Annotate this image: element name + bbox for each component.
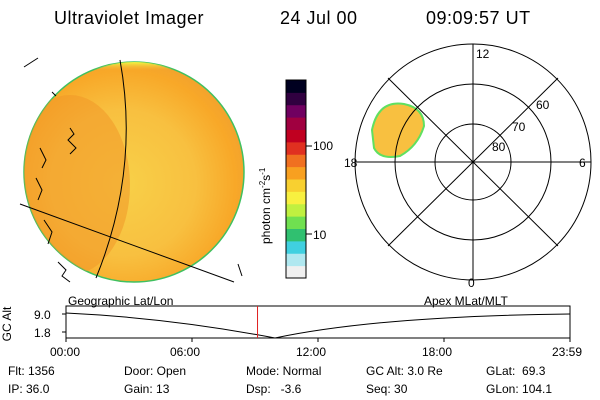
colorbar-tick-10: 10 xyxy=(313,228,327,242)
auroral-oval-patch xyxy=(370,102,426,158)
colorbar-segment xyxy=(286,253,306,267)
coastline xyxy=(23,57,243,283)
lat-label-80: 80 xyxy=(492,140,506,154)
mlt-label-0: 0 xyxy=(468,276,475,290)
colorbar-segment xyxy=(286,265,306,279)
time-tick-0600: 06:00 xyxy=(170,345,201,359)
sequence-number: Seq: 30 xyxy=(366,382,408,396)
geo-latitude: GLat: 69.3 xyxy=(486,364,546,378)
polar-diag-2 xyxy=(387,77,559,247)
flight-number: Flt: 1356 xyxy=(8,364,55,378)
latitude-line xyxy=(19,203,235,283)
ip-value: IP: 36.0 xyxy=(8,382,50,396)
colorbar-segment xyxy=(286,191,306,205)
observation-time: 09:09:57 UT xyxy=(426,8,531,28)
gain-value: Gain: 13 xyxy=(124,382,170,396)
time-tick-1800: 18:00 xyxy=(422,345,453,359)
colorbar-segment xyxy=(286,216,306,229)
geo-longitude: GLon: 104.1 xyxy=(486,382,553,396)
time-tick-1200: 12:00 xyxy=(296,345,327,359)
time-tick-2359: 23:59 xyxy=(552,345,583,359)
mlt-label-6: 6 xyxy=(579,156,586,170)
meridian-line xyxy=(95,59,127,279)
time-tick-0000: 00:00 xyxy=(50,345,81,359)
geographic-label: Geographic Lat/Lon xyxy=(68,294,174,308)
instrument-title: Ultraviolet Imager xyxy=(54,8,205,28)
colorbar-segment xyxy=(286,80,306,93)
colorbar-segment xyxy=(286,179,306,192)
lat-label-70: 70 xyxy=(512,120,526,134)
colorbar-segment xyxy=(286,166,306,180)
mlt-label-18: 18 xyxy=(344,156,358,170)
observation-date: 24 Jul 00 xyxy=(280,8,358,28)
colorbar-segment xyxy=(286,104,306,118)
colorbar-segment xyxy=(286,203,306,217)
altitude-curve xyxy=(65,312,571,339)
track-ytick-low: 1.8 xyxy=(34,326,51,340)
door-status: Door: Open xyxy=(124,364,187,378)
colorbar-segment xyxy=(286,141,306,155)
colorbar-segment xyxy=(286,92,306,106)
colorbar-tick-100: 100 xyxy=(313,139,334,153)
mode-value: Mode: Normal xyxy=(246,364,322,378)
dsp-value: Dsp: -3.6 xyxy=(246,382,302,396)
track-ytick-high: 9.0 xyxy=(34,308,51,322)
colorbar-segment xyxy=(286,154,306,168)
mlt-label-12: 12 xyxy=(476,47,490,61)
colorbar-segment xyxy=(286,240,306,254)
apex-label: Apex MLat/MLT xyxy=(424,294,508,308)
gc-altitude: GC Alt: 3.0 Re xyxy=(366,364,443,378)
lat-label-60: 60 xyxy=(536,98,550,112)
colorbar-segment xyxy=(286,117,306,130)
colorbar-segment xyxy=(286,228,306,242)
colorbar-segment xyxy=(286,129,306,143)
